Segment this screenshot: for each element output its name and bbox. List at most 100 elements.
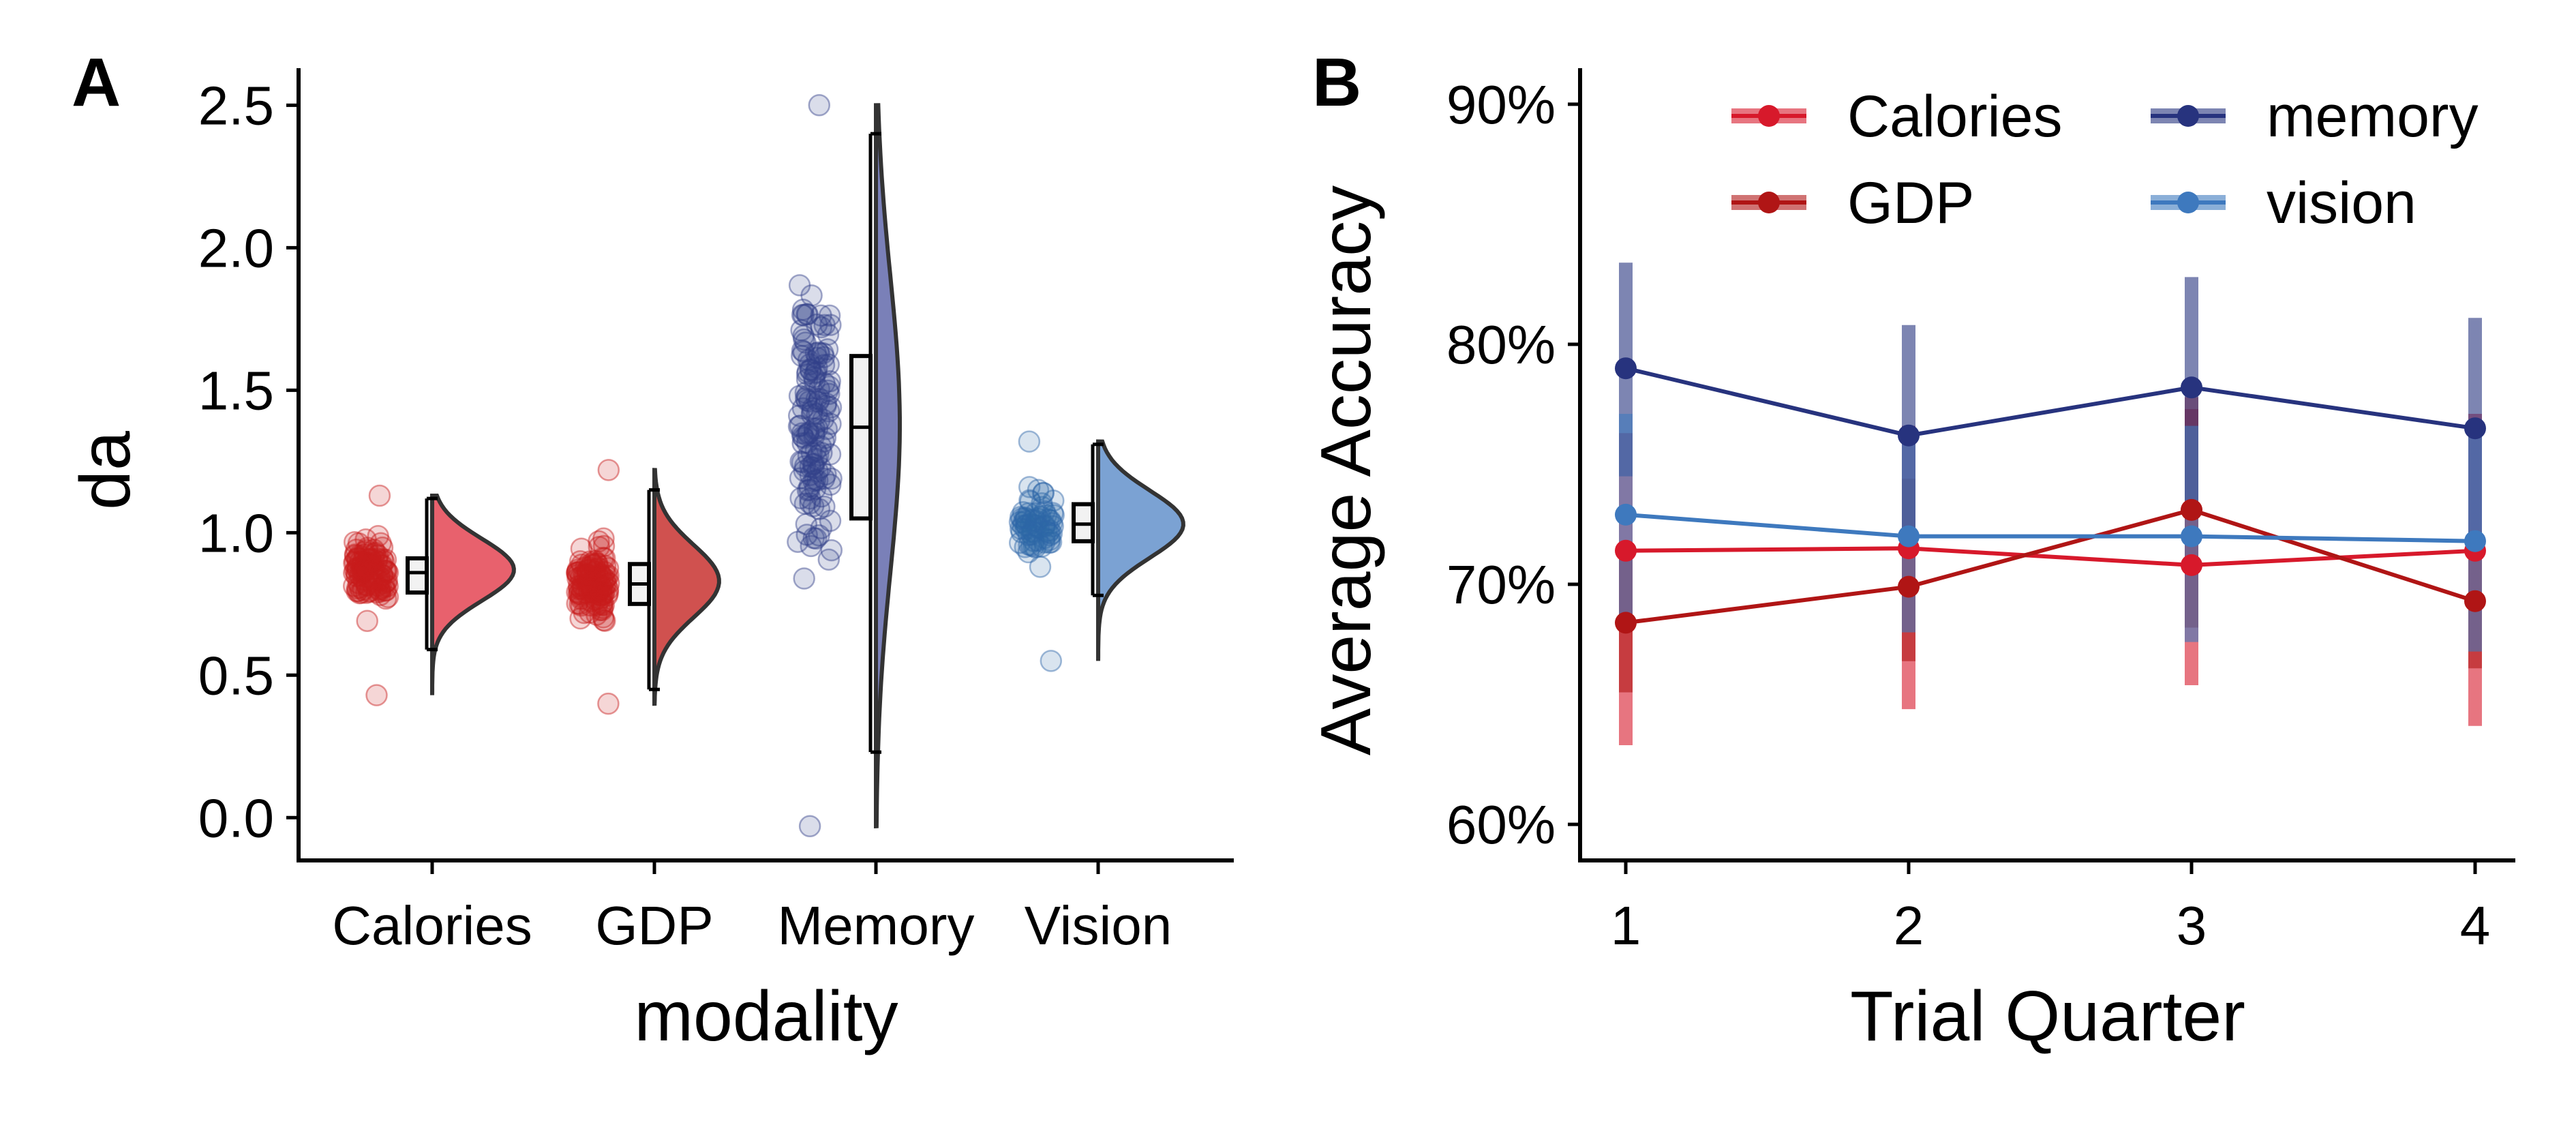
a-data-point <box>815 463 837 486</box>
a-data-point <box>579 550 601 573</box>
a-data-point <box>586 552 609 575</box>
a-data-point <box>374 559 397 582</box>
a-data-point <box>795 385 819 408</box>
a-data-point <box>798 390 821 412</box>
a-data-point <box>805 361 828 384</box>
a-data-point <box>565 562 588 584</box>
a-x-tick-label: Vision <box>1025 895 1172 956</box>
a-data-point <box>348 564 372 587</box>
a-data-point <box>1032 481 1055 505</box>
a-data-point <box>817 400 840 423</box>
a-data-point <box>578 567 601 590</box>
a-data-point <box>795 513 818 536</box>
a-data-point <box>376 561 399 584</box>
a-data-point <box>352 558 375 580</box>
a-data-point <box>375 571 397 593</box>
a-data-point <box>358 552 380 575</box>
a-data-point <box>371 554 393 577</box>
a-data-point <box>795 303 818 326</box>
a-data-point <box>789 415 812 437</box>
a-data-point <box>790 319 813 342</box>
a-data-point <box>578 580 601 603</box>
a-data-point <box>797 423 820 445</box>
a-data-point <box>569 592 591 616</box>
a-data-point <box>593 581 616 604</box>
a-data-point <box>585 567 608 590</box>
a-data-point <box>791 451 814 474</box>
a-data-point <box>800 535 822 558</box>
a-data-point <box>369 554 393 577</box>
a-data-point <box>571 553 593 576</box>
a-data-point <box>789 487 812 510</box>
b-y-tick-label: 80% <box>1446 314 1556 375</box>
b-y-tick-label: 60% <box>1446 794 1556 855</box>
a-data-point <box>1025 502 1047 525</box>
a-data-point <box>594 568 617 590</box>
a-data-point <box>804 439 828 462</box>
b-legend-label: GDP <box>1847 170 1974 236</box>
a-data-point <box>365 550 389 573</box>
a-data-point <box>347 580 369 603</box>
a-data-point <box>802 452 825 475</box>
a-data-point <box>359 548 382 571</box>
a-data-point <box>584 558 607 581</box>
a-data-point <box>364 541 387 564</box>
a-data-point <box>808 378 831 401</box>
a-data-point <box>795 389 818 412</box>
a-data-point <box>592 546 615 569</box>
a-data-point <box>588 530 610 553</box>
a-data-point <box>597 692 620 715</box>
a-data-point <box>818 304 841 327</box>
b-line-gdp <box>1625 507 2476 625</box>
a-data-point <box>573 565 596 588</box>
a-data-point <box>595 573 618 595</box>
a-x-tick-label: Memory <box>778 895 975 956</box>
a-data-point <box>573 601 596 625</box>
a-data-point <box>596 565 618 588</box>
a-data-point <box>590 584 613 607</box>
b-point-memory <box>1898 424 1920 447</box>
a-data-point <box>1017 524 1040 547</box>
a-data-point <box>586 603 608 626</box>
a-data-point <box>1017 502 1040 525</box>
a-data-point <box>798 475 821 498</box>
a-data-point <box>355 539 378 561</box>
a-data-point <box>1010 507 1033 530</box>
a-data-point <box>592 527 615 550</box>
a-data-point <box>363 557 387 580</box>
a-data-point <box>791 344 813 367</box>
a-data-point <box>359 554 382 576</box>
a-data-point <box>1020 520 1044 543</box>
a-data-point <box>799 492 821 515</box>
a-data-point <box>787 415 810 438</box>
a-data-point <box>368 566 391 588</box>
a-data-point <box>1025 509 1048 532</box>
a-raincloud-layer <box>342 94 1185 838</box>
a-data-point <box>805 313 828 336</box>
a-data-point <box>566 563 590 586</box>
b-legend-label: memory <box>2267 84 2479 149</box>
a-data-point <box>803 417 826 440</box>
a-data-point <box>1042 515 1064 537</box>
b-point-gdp <box>1898 575 1920 598</box>
a-data-point <box>809 456 832 479</box>
a-data-point <box>572 563 595 586</box>
a-data-point <box>374 548 397 571</box>
a-box <box>849 354 873 521</box>
a-data-point <box>806 346 829 370</box>
a-data-point <box>798 353 821 376</box>
a-data-point <box>589 579 612 602</box>
a-data-point <box>348 582 371 605</box>
a-data-point <box>359 547 382 570</box>
a-data-point <box>566 581 588 603</box>
a-group-gdp <box>565 459 721 715</box>
a-data-point <box>369 569 391 592</box>
a-data-point <box>815 394 837 417</box>
a-data-point <box>597 572 620 595</box>
a-data-point <box>1026 529 1049 552</box>
a-data-point <box>579 594 601 617</box>
a-data-point <box>589 588 612 610</box>
a-data-point <box>354 560 377 582</box>
a-data-point <box>802 366 825 389</box>
a-data-point <box>806 460 829 483</box>
